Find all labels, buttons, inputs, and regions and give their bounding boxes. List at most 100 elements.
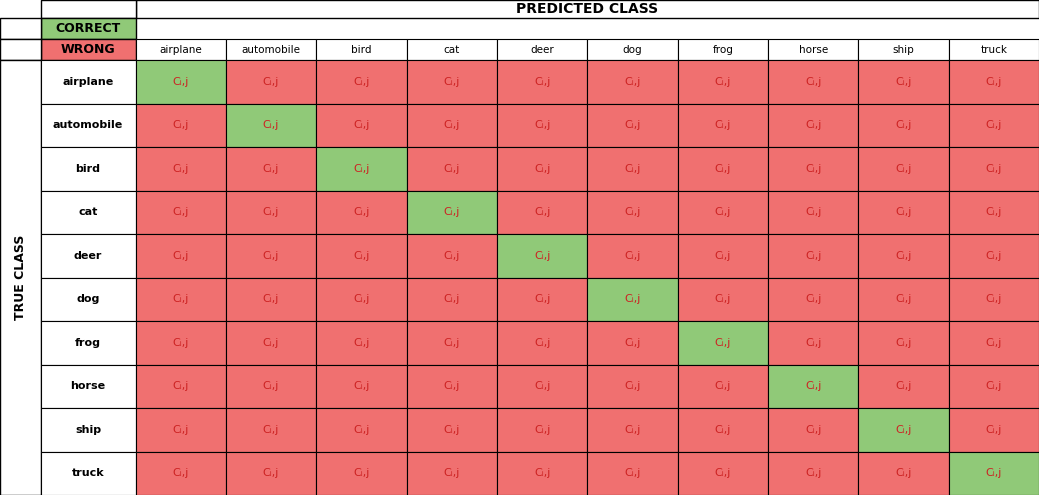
Text: Cᵢ,j: Cᵢ,j xyxy=(986,77,1002,87)
Bar xyxy=(497,408,587,451)
Bar xyxy=(768,278,858,321)
Bar xyxy=(677,147,768,191)
Text: Cᵢ,j: Cᵢ,j xyxy=(805,468,821,478)
Text: Cᵢ,j: Cᵢ,j xyxy=(624,338,641,348)
Bar xyxy=(768,60,858,103)
Bar xyxy=(41,147,135,191)
Text: Cᵢ,j: Cᵢ,j xyxy=(444,77,460,87)
Text: Cᵢ,j: Cᵢ,j xyxy=(444,425,460,435)
Bar xyxy=(497,234,587,278)
Text: Cᵢ,j: Cᵢ,j xyxy=(444,381,460,391)
Text: Cᵢ,j: Cᵢ,j xyxy=(986,164,1002,174)
Text: Cᵢ,j: Cᵢ,j xyxy=(624,381,641,391)
Bar xyxy=(0,18,41,39)
Text: Cᵢ,j: Cᵢ,j xyxy=(715,164,731,174)
Text: automobile: automobile xyxy=(53,120,124,130)
Bar xyxy=(41,451,135,495)
Text: Cᵢ,j: Cᵢ,j xyxy=(172,425,189,435)
Text: Cᵢ,j: Cᵢ,j xyxy=(986,120,1002,130)
Text: Cᵢ,j: Cᵢ,j xyxy=(172,381,189,391)
Text: bird: bird xyxy=(351,45,372,54)
Bar xyxy=(406,60,497,103)
Bar xyxy=(316,278,406,321)
Text: Cᵢ,j: Cᵢ,j xyxy=(986,294,1002,304)
Bar xyxy=(225,234,316,278)
Text: bird: bird xyxy=(76,164,101,174)
Text: airplane: airplane xyxy=(159,45,202,54)
Bar xyxy=(677,364,768,408)
Bar xyxy=(406,234,497,278)
Text: truck: truck xyxy=(981,45,1008,54)
Bar xyxy=(135,0,1039,18)
Bar xyxy=(949,364,1039,408)
Text: Cᵢ,j: Cᵢ,j xyxy=(986,468,1002,478)
Bar xyxy=(0,60,41,495)
Text: automobile: automobile xyxy=(241,45,300,54)
Bar xyxy=(406,451,497,495)
Bar xyxy=(768,103,858,147)
Text: Cᵢ,j: Cᵢ,j xyxy=(444,468,460,478)
Bar xyxy=(768,191,858,234)
Bar xyxy=(677,103,768,147)
Text: Cᵢ,j: Cᵢ,j xyxy=(896,207,911,217)
Text: Cᵢ,j: Cᵢ,j xyxy=(624,294,641,304)
Bar xyxy=(949,60,1039,103)
Text: Cᵢ,j: Cᵢ,j xyxy=(353,381,370,391)
Text: Cᵢ,j: Cᵢ,j xyxy=(715,251,731,261)
Text: Cᵢ,j: Cᵢ,j xyxy=(263,164,279,174)
Text: Cᵢ,j: Cᵢ,j xyxy=(805,120,821,130)
Text: cat: cat xyxy=(444,45,460,54)
Bar xyxy=(41,60,135,103)
Text: Cᵢ,j: Cᵢ,j xyxy=(624,120,641,130)
Bar xyxy=(677,39,768,60)
Bar xyxy=(135,234,225,278)
Bar xyxy=(225,103,316,147)
Text: Cᵢ,j: Cᵢ,j xyxy=(715,338,731,348)
Text: PREDICTED CLASS: PREDICTED CLASS xyxy=(516,2,659,16)
Text: Cᵢ,j: Cᵢ,j xyxy=(896,120,911,130)
Text: ship: ship xyxy=(893,45,914,54)
Bar xyxy=(677,408,768,451)
Text: WRONG: WRONG xyxy=(60,43,115,56)
Text: Cᵢ,j: Cᵢ,j xyxy=(624,251,641,261)
Text: Cᵢ,j: Cᵢ,j xyxy=(444,120,460,130)
Text: horse: horse xyxy=(799,45,828,54)
Text: Cᵢ,j: Cᵢ,j xyxy=(263,381,279,391)
Text: Cᵢ,j: Cᵢ,j xyxy=(624,468,641,478)
Bar xyxy=(41,18,135,39)
Bar xyxy=(225,191,316,234)
Text: Cᵢ,j: Cᵢ,j xyxy=(896,251,911,261)
Bar xyxy=(316,103,406,147)
Bar xyxy=(587,451,677,495)
Bar xyxy=(225,364,316,408)
Text: Cᵢ,j: Cᵢ,j xyxy=(353,338,370,348)
Text: Cᵢ,j: Cᵢ,j xyxy=(172,294,189,304)
Bar xyxy=(587,321,677,364)
Bar xyxy=(497,60,587,103)
Bar xyxy=(677,60,768,103)
Text: Cᵢ,j: Cᵢ,j xyxy=(444,294,460,304)
Text: Cᵢ,j: Cᵢ,j xyxy=(534,77,551,87)
Bar xyxy=(316,364,406,408)
Bar xyxy=(587,364,677,408)
Text: Cᵢ,j: Cᵢ,j xyxy=(444,207,460,217)
Bar xyxy=(768,234,858,278)
Text: frog: frog xyxy=(75,338,101,348)
Bar xyxy=(858,408,949,451)
Bar xyxy=(225,278,316,321)
Bar xyxy=(949,321,1039,364)
Text: Cᵢ,j: Cᵢ,j xyxy=(986,425,1002,435)
Text: Cᵢ,j: Cᵢ,j xyxy=(896,468,911,478)
Bar xyxy=(135,39,225,60)
Bar xyxy=(316,39,406,60)
Text: Cᵢ,j: Cᵢ,j xyxy=(534,120,551,130)
Text: Cᵢ,j: Cᵢ,j xyxy=(172,77,189,87)
Text: Cᵢ,j: Cᵢ,j xyxy=(624,77,641,87)
Text: Cᵢ,j: Cᵢ,j xyxy=(805,294,821,304)
Text: Cᵢ,j: Cᵢ,j xyxy=(624,207,641,217)
Bar xyxy=(587,278,677,321)
Bar xyxy=(587,103,677,147)
Bar xyxy=(768,39,858,60)
Bar xyxy=(858,191,949,234)
Text: TRUE CLASS: TRUE CLASS xyxy=(14,235,27,320)
